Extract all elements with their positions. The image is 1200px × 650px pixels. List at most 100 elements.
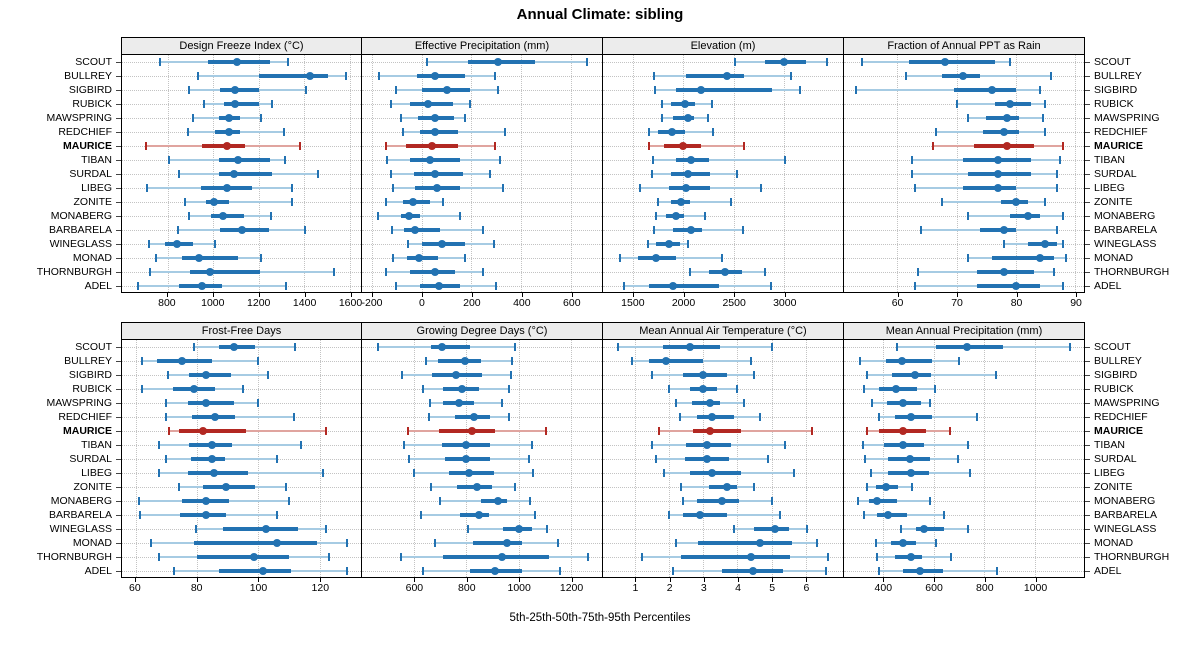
whisker-cap-left: [639, 184, 642, 192]
whisker-cap-right: [214, 240, 217, 248]
whisker-cap-left: [400, 553, 403, 561]
row-guide-line: [844, 118, 1084, 119]
station-label-highlight: MAURICE: [1094, 425, 1143, 437]
station-label: ZONITE: [73, 196, 113, 208]
row-guide-line: [122, 244, 361, 245]
station-axis-tick: [116, 431, 121, 432]
panel-body-row: SCOUT BULLREY SIGBIRD RUBICK MAWSPRING REDCHI…: [0, 55, 1200, 293]
percentile-box-25-75: [885, 359, 933, 363]
whisker-cap-left: [856, 497, 859, 505]
whisker-cap-right: [710, 100, 713, 108]
station-label: SURDAL: [1094, 453, 1137, 465]
whisker-cap-right: [806, 525, 809, 533]
x-tick-mark: [304, 293, 306, 297]
median-dot: [224, 128, 233, 136]
whisker-cap-left: [167, 156, 170, 164]
x-tick-label: 90: [1070, 297, 1082, 309]
station-axis-tick: [1085, 501, 1090, 502]
whisker-cap-left: [681, 497, 684, 505]
whisker-cap-right: [257, 399, 260, 407]
whisker-cap-left: [419, 511, 422, 519]
whisker-cap-left: [394, 282, 397, 290]
whisker-cap-left: [655, 212, 658, 220]
whisker-cap-left: [194, 525, 197, 533]
station-axis-tick: [116, 473, 121, 474]
station-label: BULLREY: [1094, 70, 1142, 82]
row-guide-line: [844, 431, 1084, 432]
median-dot: [669, 282, 678, 290]
median-dot: [994, 156, 1003, 164]
median-dot: [1005, 100, 1014, 108]
whisker-cap-right: [459, 212, 462, 220]
panels-container: [121, 340, 1085, 578]
station-axis-tick: [116, 347, 121, 348]
x-tick-label: 800: [976, 582, 994, 594]
grid-line-vertical: [371, 55, 373, 292]
station-axis-tick: [116, 487, 121, 488]
x-tick-label: 400: [513, 297, 531, 309]
whisker-cap-left: [389, 170, 392, 178]
station-axis-tick: [116, 202, 121, 203]
whisker-cap-right: [513, 483, 516, 491]
percentile-whisker-5-95: [184, 201, 292, 203]
station-label: MONAD: [1094, 252, 1134, 264]
row-guide-line: [362, 104, 602, 105]
whisker-cap-left: [675, 539, 678, 547]
median-dot: [219, 212, 228, 220]
median-dot: [1011, 198, 1020, 206]
percentile-whisker-5-95: [941, 201, 1046, 203]
median-dot: [442, 86, 451, 94]
station-label: ADEL: [84, 280, 112, 292]
whisker-cap-left: [377, 212, 380, 220]
whisker-cap-left: [140, 357, 143, 365]
whisker-cap-right: [1044, 198, 1047, 206]
station-label: WINEGLASS: [1094, 238, 1157, 250]
x-tick-label: 600: [405, 582, 424, 594]
station-axis-tick: [1085, 132, 1090, 133]
x-tick-label: 600: [925, 582, 943, 594]
station-label: THORNBURGH: [1094, 266, 1170, 278]
whisker-cap-left: [188, 212, 191, 220]
whisker-cap-left: [424, 357, 427, 365]
station-label: RUBICK: [1094, 383, 1134, 395]
station-axis-tick: [116, 62, 121, 63]
whisker-cap-right: [501, 184, 504, 192]
x-tick-label: 2500: [722, 297, 746, 309]
station-label: MONABERG: [1094, 495, 1156, 507]
panel-strip: Design Freeze Index (°C): [121, 37, 362, 55]
median-dot: [999, 128, 1008, 136]
whisker-cap-left: [648, 128, 651, 136]
station-label-column-left: SCOUT BULLREY SIGBIRD RUBICK MAWSPRING REDCHI…: [0, 55, 121, 293]
median-dot: [435, 282, 444, 290]
whisker-cap-left: [622, 282, 625, 290]
panel-body: [121, 55, 362, 293]
median-dot: [899, 427, 908, 435]
x-tick-mark: [632, 293, 634, 297]
percentile-box-25-75: [416, 74, 466, 78]
whisker-cap-right: [1056, 170, 1059, 178]
station-label: SCOUT: [75, 56, 112, 68]
station-axis-tick: [116, 417, 121, 418]
median-dot: [872, 497, 881, 505]
grid-line-vertical: [897, 55, 899, 292]
median-dot: [940, 58, 949, 66]
whisker-cap-left: [136, 282, 139, 290]
whisker-cap-right: [686, 240, 689, 248]
x-tick-mark: [320, 578, 322, 582]
row-guide-line: [603, 118, 843, 119]
figure-title: Annual Climate: sibling: [516, 6, 684, 23]
x-axis-cell: 1 2 3 4 5 6: [603, 578, 844, 598]
whisker-cap-right: [1050, 72, 1053, 80]
whisker-cap-left: [187, 128, 189, 136]
station-label: BARBARELA: [1094, 509, 1158, 521]
whisker-cap-right: [811, 427, 814, 435]
percentile-box-25-75: [182, 256, 239, 260]
station-axis-tick: [1085, 174, 1090, 175]
whisker-cap-right: [704, 212, 707, 220]
percentile-box-25-75: [437, 359, 481, 363]
station-axis-tick: [1085, 160, 1090, 161]
station-label: RUBICK: [72, 383, 112, 395]
median-dot: [458, 385, 467, 393]
station-label: ZONITE: [73, 481, 113, 493]
whisker-cap-left: [864, 455, 867, 463]
